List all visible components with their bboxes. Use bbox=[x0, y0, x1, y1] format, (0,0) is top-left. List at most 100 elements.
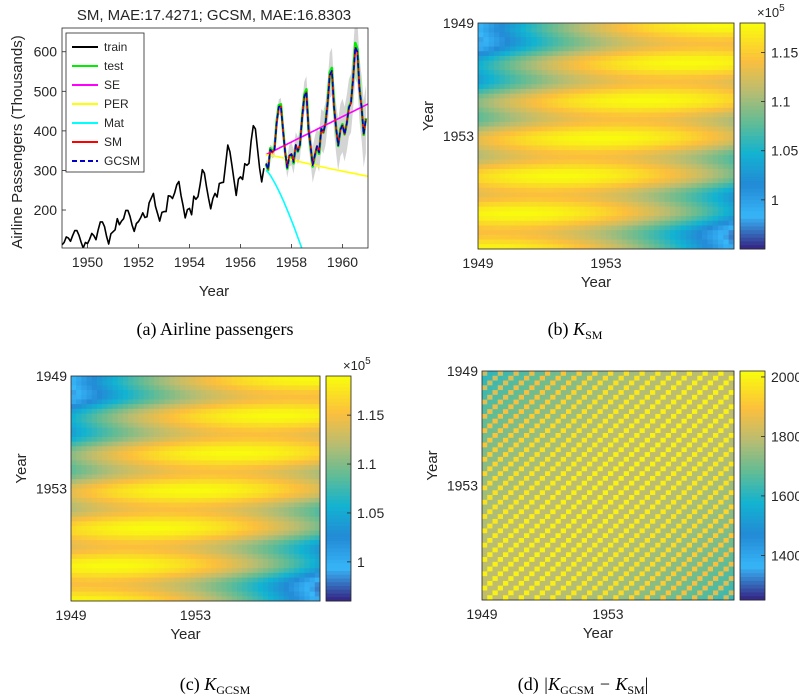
heatmap-cell bbox=[611, 201, 618, 208]
heatmap-cell bbox=[185, 511, 191, 518]
heatmap-cell bbox=[638, 103, 644, 109]
heatmap-cell bbox=[574, 230, 580, 236]
heatmap-cell bbox=[547, 154, 554, 160]
heatmap-cell bbox=[671, 380, 677, 386]
heatmap-cell bbox=[164, 493, 170, 499]
colorbar-tick-label: 1.1 bbox=[357, 456, 377, 472]
heatmap-cell bbox=[76, 432, 82, 438]
heatmap-cell bbox=[278, 385, 285, 391]
heatmap-cell bbox=[185, 502, 191, 508]
heatmap-cell bbox=[584, 216, 591, 222]
heatmap-cell bbox=[185, 530, 191, 536]
heatmap-cell bbox=[670, 150, 676, 156]
heatmap-cell bbox=[547, 220, 554, 226]
heatmap-cell bbox=[504, 150, 511, 156]
heatmap-cell bbox=[478, 117, 484, 123]
heatmap-cell bbox=[169, 451, 176, 457]
heatmap-cell bbox=[288, 544, 295, 550]
heatmap-cell bbox=[205, 446, 212, 452]
heatmap-cell bbox=[547, 183, 554, 189]
heatmap-cell bbox=[483, 159, 490, 165]
heatmap-cell bbox=[616, 206, 623, 212]
heatmap-cell bbox=[174, 540, 181, 546]
heatmap-cell bbox=[712, 211, 719, 217]
heatmap-cell bbox=[283, 390, 290, 396]
heatmap-cell bbox=[707, 32, 714, 38]
heatmap-cell bbox=[257, 399, 264, 405]
heatmap-cell bbox=[257, 516, 264, 522]
heatmap-cell bbox=[71, 390, 77, 396]
heatmap-cell bbox=[568, 206, 575, 212]
heatmap-cell bbox=[584, 23, 591, 29]
heatmap-cell bbox=[696, 168, 703, 175]
heatmap-cell bbox=[728, 234, 735, 240]
heatmap-cell bbox=[691, 27, 698, 33]
heatmap-cell bbox=[159, 521, 165, 527]
heatmap-cell bbox=[71, 385, 77, 391]
heatmap-cell bbox=[128, 451, 134, 457]
heatmap-cell bbox=[288, 582, 295, 588]
heatmap-cell bbox=[231, 521, 238, 527]
heatmap-cell bbox=[579, 183, 586, 189]
heatmap-cell bbox=[563, 112, 570, 118]
colorbar-step bbox=[740, 215, 765, 220]
heatmap-cell bbox=[622, 60, 628, 66]
heatmap-cell bbox=[138, 511, 145, 518]
heatmap-cell bbox=[112, 390, 119, 396]
heatmap-cell bbox=[558, 74, 564, 80]
heatmap-cell bbox=[148, 530, 155, 536]
heatmap-cell bbox=[205, 554, 212, 560]
heatmap-cell bbox=[314, 451, 321, 457]
heatmap-cell bbox=[288, 526, 295, 532]
heatmap-cell bbox=[107, 474, 113, 480]
heatmap-cell bbox=[712, 65, 719, 71]
heatmap-cell bbox=[154, 441, 160, 447]
heatmap-cell bbox=[648, 234, 655, 240]
heatmap-cell bbox=[190, 572, 196, 578]
heatmap-cell bbox=[309, 554, 316, 560]
heatmap-cell bbox=[728, 371, 735, 377]
heatmap-cell bbox=[590, 23, 596, 29]
heatmap-cell bbox=[558, 140, 564, 146]
heatmap-cell bbox=[574, 70, 580, 76]
heatmap-cell bbox=[122, 418, 129, 424]
heatmap-cell bbox=[112, 413, 119, 419]
heatmap-cell bbox=[169, 497, 176, 503]
heatmap-cell bbox=[675, 239, 682, 245]
heatmap-cell bbox=[600, 145, 607, 151]
heatmap-cell bbox=[608, 385, 614, 391]
heatmap-cell bbox=[632, 197, 639, 203]
heatmap-cell bbox=[478, 234, 484, 240]
heatmap-cell bbox=[648, 88, 655, 95]
heatmap-cell bbox=[96, 530, 103, 536]
heatmap-cell bbox=[76, 469, 82, 475]
heatmap-cell bbox=[86, 469, 93, 475]
heatmap-cell bbox=[71, 483, 77, 489]
heatmap-cell bbox=[314, 558, 321, 564]
heatmap-cell bbox=[686, 23, 692, 29]
heatmap-cell bbox=[606, 107, 612, 113]
heatmap-cell bbox=[659, 150, 666, 156]
heatmap-cell bbox=[712, 145, 719, 151]
heatmap-cell bbox=[632, 225, 639, 231]
heatmap-cell bbox=[600, 178, 607, 184]
heatmap-cell bbox=[148, 479, 155, 485]
heatmap-cell bbox=[96, 469, 103, 475]
heatmap-cell bbox=[707, 107, 714, 113]
heatmap-cell bbox=[122, 572, 129, 578]
heatmap-cell bbox=[526, 112, 532, 118]
heatmap-cell bbox=[728, 46, 735, 52]
heatmap-cell bbox=[283, 511, 290, 518]
heatmap-cell bbox=[76, 544, 82, 550]
heatmap-cell bbox=[288, 413, 295, 419]
heatmap-cell bbox=[205, 535, 212, 541]
heatmap-cell bbox=[712, 27, 719, 33]
heatmap-cell bbox=[520, 41, 527, 47]
heatmap-cell bbox=[691, 60, 698, 66]
colorbar-step bbox=[740, 192, 765, 197]
heatmap-cell bbox=[531, 112, 538, 118]
colorbar-step bbox=[326, 417, 351, 422]
heatmap-cell bbox=[190, 591, 196, 597]
heatmap-cell bbox=[584, 154, 591, 160]
heatmap-cell bbox=[102, 427, 108, 433]
